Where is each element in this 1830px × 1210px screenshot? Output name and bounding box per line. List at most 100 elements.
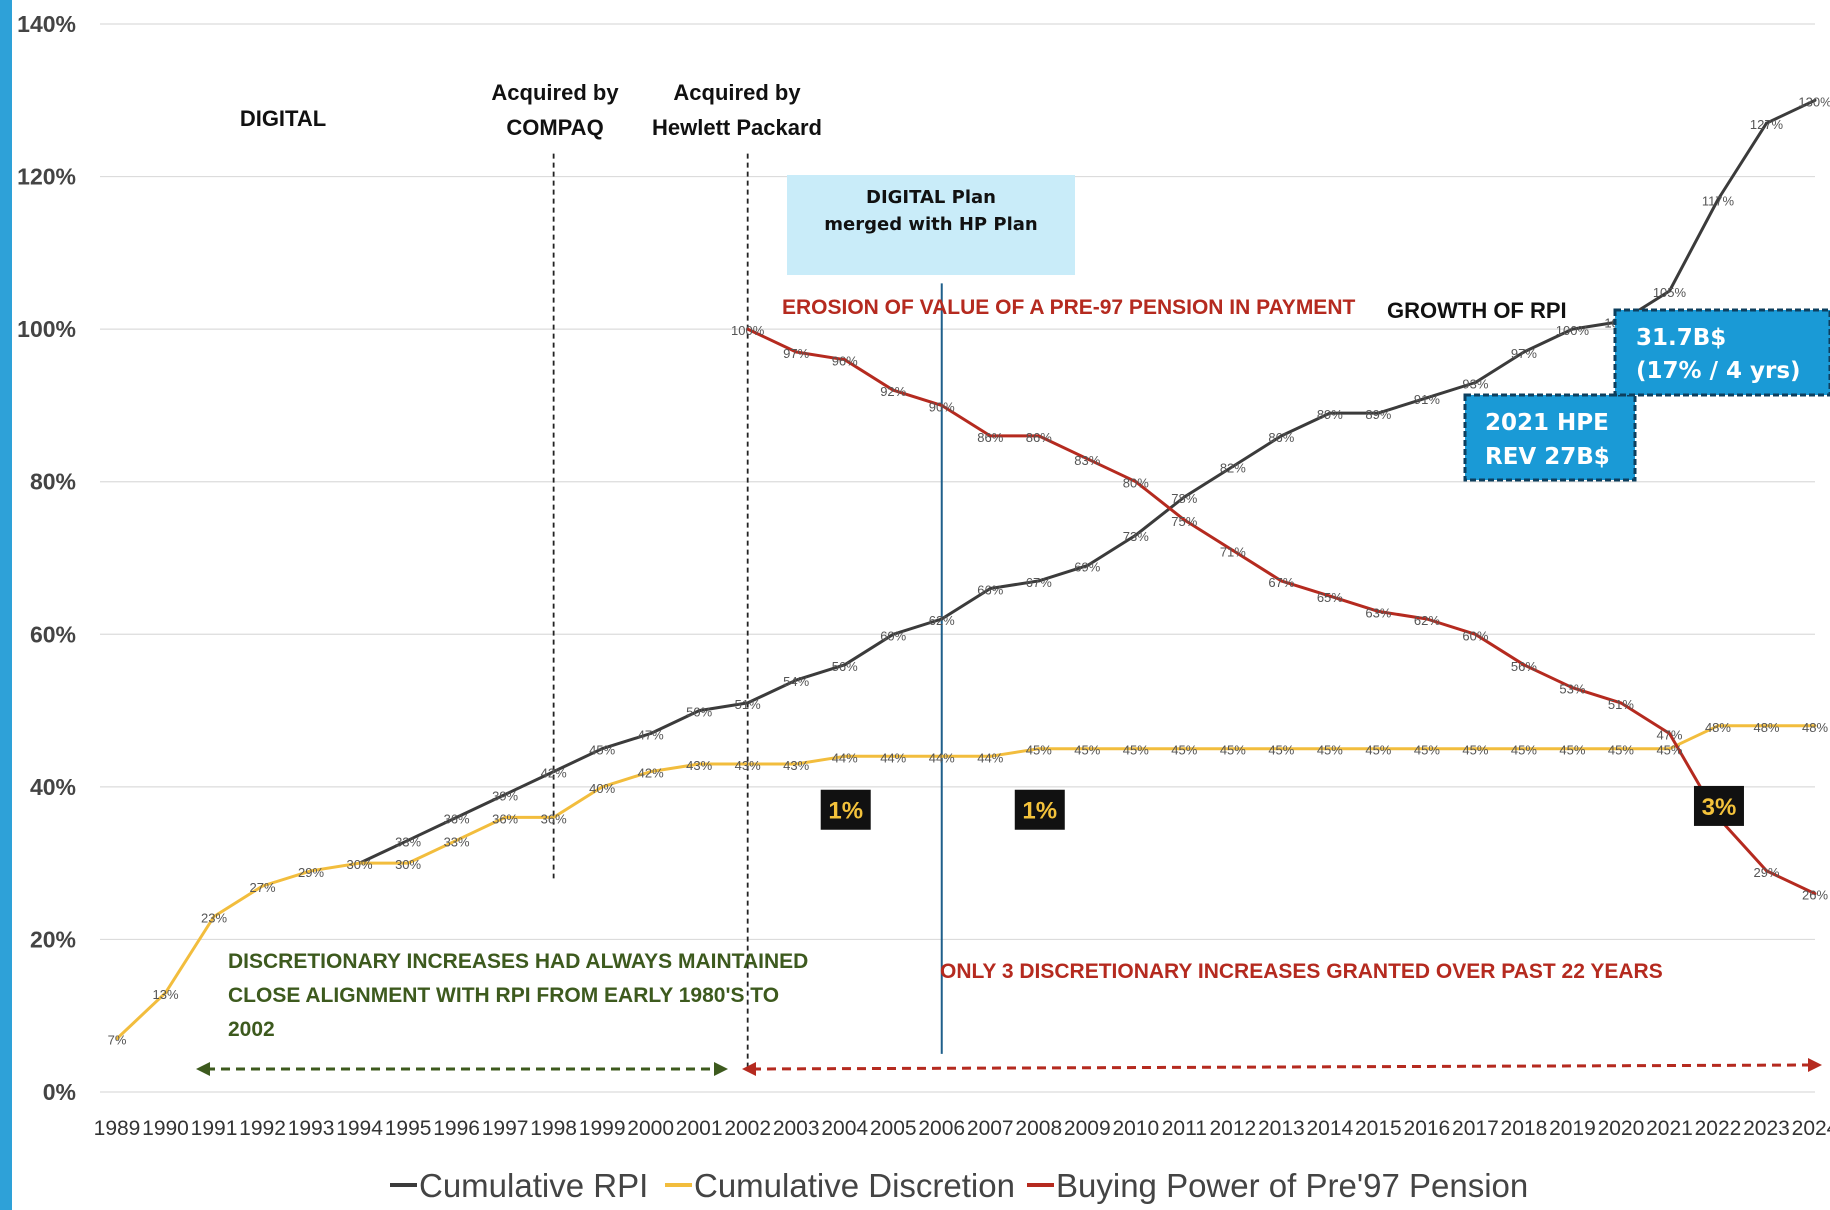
x-tick-label: 1989 <box>94 1117 141 1140</box>
green-arrow-right-head <box>714 1062 728 1076</box>
series-point <box>940 617 944 621</box>
series-point <box>1085 747 1089 751</box>
series-point <box>115 1037 119 1041</box>
data-label: 69% <box>1074 560 1100 575</box>
x-tick-label: 2023 <box>1743 1117 1790 1140</box>
series-point <box>1667 289 1671 293</box>
series-point <box>1425 396 1429 400</box>
data-label: 73% <box>1123 529 1149 544</box>
series-point <box>212 915 216 919</box>
x-tick-label: 2003 <box>773 1117 820 1140</box>
series-point <box>358 861 362 865</box>
data-label: 105% <box>1653 285 1687 300</box>
data-label: 45% <box>1365 743 1391 758</box>
data-label: 100% <box>1556 323 1590 338</box>
green-arrow-left-head <box>196 1062 210 1076</box>
x-tick-label: 2012 <box>1209 1117 1256 1140</box>
series-point <box>697 762 701 766</box>
series-point <box>1182 495 1186 499</box>
data-label: 71% <box>1220 544 1246 559</box>
series-point <box>1619 701 1623 705</box>
increase-tag-box <box>820 789 871 830</box>
data-label: 43% <box>735 758 761 773</box>
data-label: 75% <box>1171 514 1197 529</box>
series-lines <box>115 98 1817 1041</box>
x-tick-label: 1995 <box>385 1117 432 1140</box>
x-tick-label: 2021 <box>1646 1117 1693 1140</box>
series-point <box>843 663 847 667</box>
data-label: 48% <box>1705 720 1731 735</box>
series-line-1 <box>115 724 1815 1040</box>
series-point <box>794 762 798 766</box>
series-point <box>746 701 750 705</box>
series-point <box>1425 747 1429 751</box>
data-label: 45% <box>1074 743 1100 758</box>
x-tick-label: 2006 <box>918 1117 965 1140</box>
data-label: 51% <box>735 697 761 712</box>
compaq-label-line2: COMPAQ <box>506 115 603 140</box>
x-tick-label: 1993 <box>288 1117 335 1140</box>
series-point <box>1813 892 1817 896</box>
data-label: 48% <box>1753 720 1779 735</box>
data-label: 44% <box>977 750 1003 765</box>
series-point <box>1716 197 1720 201</box>
data-label: 47% <box>638 727 664 742</box>
gridlines <box>100 23 1815 1093</box>
data-label: 45% <box>589 743 615 758</box>
discretionary-label-line1: DISCRETIONARY INCREASES HAD ALWAYS MAINT… <box>228 950 808 973</box>
series-point <box>600 785 604 789</box>
x-tick-label: 2011 <box>1162 1117 1207 1140</box>
increase-tag-label: 3% <box>1702 794 1737 821</box>
data-label: 82% <box>1220 460 1246 475</box>
merge-box-line2: merged with HP Plan <box>824 214 1037 235</box>
vertical-markers <box>552 153 943 1070</box>
series-point <box>1764 121 1768 125</box>
x-tick-label: 1990 <box>142 1117 189 1140</box>
digital-label: DIGITAL <box>240 106 326 131</box>
x-tick-label: 1998 <box>530 1117 577 1140</box>
series-point <box>1570 686 1574 690</box>
data-label: 86% <box>977 430 1003 445</box>
data-label: 45% <box>1268 743 1294 758</box>
data-label: 45% <box>1317 743 1343 758</box>
series-point <box>1279 747 1283 751</box>
data-label: 53% <box>1559 682 1585 697</box>
hpe-317b-box <box>1613 308 1830 397</box>
merge-box <box>787 175 1075 275</box>
series-point <box>406 838 410 842</box>
x-tick-label: 2001 <box>676 1117 723 1140</box>
series-point <box>1182 518 1186 522</box>
left-accent-strip <box>0 0 12 1210</box>
hp-label-line2: Hewlett Packard <box>652 115 822 140</box>
x-tick-label: 1996 <box>433 1117 480 1140</box>
data-label: 83% <box>1074 453 1100 468</box>
data-label: 45% <box>1220 743 1246 758</box>
series-point <box>1134 533 1138 537</box>
series-point <box>649 770 653 774</box>
data-label: 93% <box>1462 377 1488 392</box>
data-label: 23% <box>201 911 227 926</box>
series-point <box>164 991 168 995</box>
x-tick-label: 1999 <box>579 1117 626 1140</box>
series-point <box>843 754 847 758</box>
data-label: 100% <box>731 323 765 338</box>
hpe-317b-line1: 31.7B$ <box>1636 325 1726 351</box>
series-point <box>1279 434 1283 438</box>
series-point <box>988 754 992 758</box>
data-label: 45% <box>1026 743 1052 758</box>
series-point <box>503 815 507 819</box>
series-point <box>1376 411 1380 415</box>
discretionary-label-line2: CLOSE ALIGNMENT WITH RPI FROM EARLY 1980… <box>228 984 779 1007</box>
x-axis-ticks: 1989 1990 1991 1992 1993 1994 1995 1996 1997 1998… <box>94 1117 1830 1140</box>
series-point <box>261 884 265 888</box>
x-tick-label: 2015 <box>1355 1117 1402 1140</box>
series-point <box>988 434 992 438</box>
data-label: 89% <box>1317 407 1343 422</box>
legend: Cumulative RPI Cumulative Discretion Buyin… <box>390 1167 1528 1204</box>
data-label: 67% <box>1026 575 1052 590</box>
x-tick-label: 2019 <box>1549 1117 1596 1140</box>
discretionary-label-line3: 2002 <box>228 1018 275 1041</box>
series-point <box>794 678 798 682</box>
data-label: 50% <box>686 705 712 720</box>
data-label: 56% <box>832 659 858 674</box>
